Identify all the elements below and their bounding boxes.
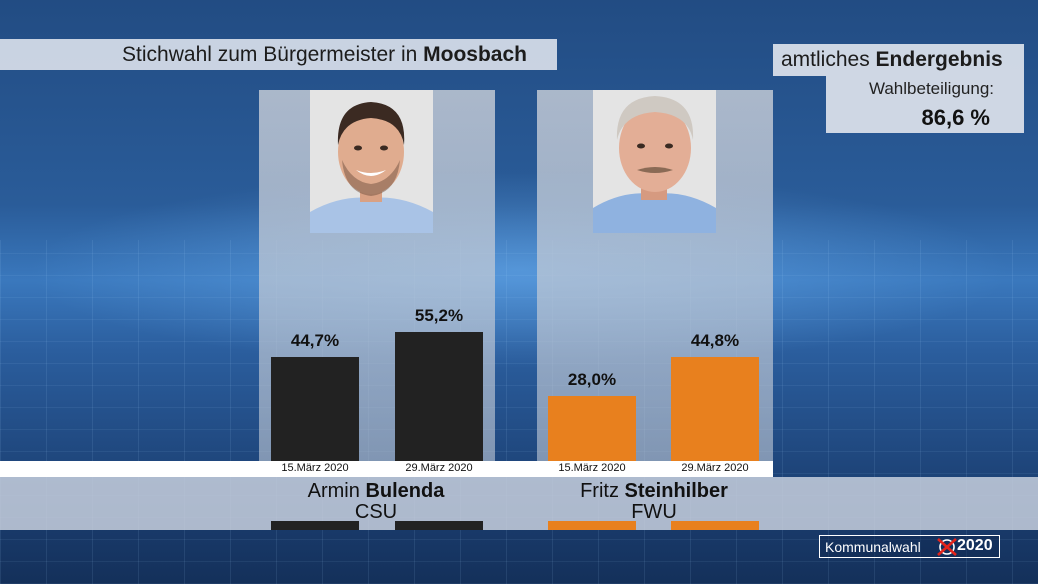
bar-bulenda-15-maerz — [271, 356, 359, 461]
title-place: Moosbach — [423, 43, 527, 66]
turnout-value: 86,6 % — [921, 105, 991, 130]
ballot-cross-icon — [937, 538, 957, 556]
bar-stub-steinhilber-15-maerz — [548, 521, 636, 530]
candidate-party-1: CSU — [354, 501, 398, 523]
bar-stub-bulenda-15-maerz — [271, 521, 359, 530]
result-status-box: amtliches Endergebnis — [773, 44, 1024, 76]
background-grid — [0, 240, 1038, 584]
badge-word: Kommunalwahl — [825, 539, 921, 555]
data-label-steinhilber-15-maerz: 28,0% — [567, 369, 617, 389]
data-label-bulenda-15-maerz: 44,7% — [290, 330, 340, 350]
page-title: Stichwahl zum Bürgermeister in Moosbach — [122, 43, 527, 67]
bar-steinhilber-29-maerz — [671, 356, 759, 461]
candidate-name-band — [0, 477, 1038, 530]
result-status: amtliches Endergebnis — [781, 48, 1003, 72]
bar-stub-bulenda-29-maerz — [395, 521, 483, 530]
turnout-label: Wahlbeteiligung: — [868, 79, 994, 98]
tick-label-bulenda-29-maerz: 29.März 2020 — [405, 462, 473, 474]
candidate-1-first-name: Armin — [307, 480, 360, 502]
tick-label-steinhilber-15-maerz: 15.März 2020 — [558, 462, 626, 474]
candidate-name-2: Fritz Steinhilber — [504, 480, 804, 503]
bar-steinhilber-15-maerz — [548, 395, 636, 461]
badge-year: 2020 — [957, 537, 993, 554]
candidate-2-first-name: Fritz — [580, 480, 619, 502]
bar-bulenda-29-maerz — [395, 332, 483, 461]
result-highlight: Endergebnis — [875, 48, 1003, 71]
kommunalwahl-badge: Kommunalwahl 2020 — [819, 535, 1000, 558]
data-label-bulenda-29-maerz: 55,2% — [414, 306, 464, 326]
candidate-photo-2 — [593, 90, 716, 233]
candidate-2-portrait — [593, 90, 716, 233]
candidate-1-last-name: Bulenda — [365, 480, 445, 502]
candidate-photo-1 — [310, 90, 433, 233]
candidate-2-last-name: Steinhilber — [624, 480, 728, 502]
bar-stub-steinhilber-29-maerz — [671, 521, 759, 530]
tick-label-bulenda-15-maerz: 15.März 2020 — [281, 462, 349, 474]
title-prefix: Stichwahl zum Bürgermeister in — [122, 43, 424, 66]
title-bar: Stichwahl zum Bürgermeister in Moosbach — [0, 39, 557, 70]
tick-label-steinhilber-29-maerz: 29.März 2020 — [681, 462, 749, 474]
candidate-1-portrait — [310, 90, 433, 233]
data-label-steinhilber-29-maerz: 44,8% — [690, 330, 740, 350]
candidate-party-2: FWU — [631, 501, 677, 523]
result-prefix: amtliches — [781, 48, 876, 71]
turnout-box: Wahlbeteiligung: 86,6 % — [826, 76, 1024, 133]
candidate-name-1: Armin Bulenda — [226, 480, 526, 503]
date-band — [0, 461, 773, 477]
